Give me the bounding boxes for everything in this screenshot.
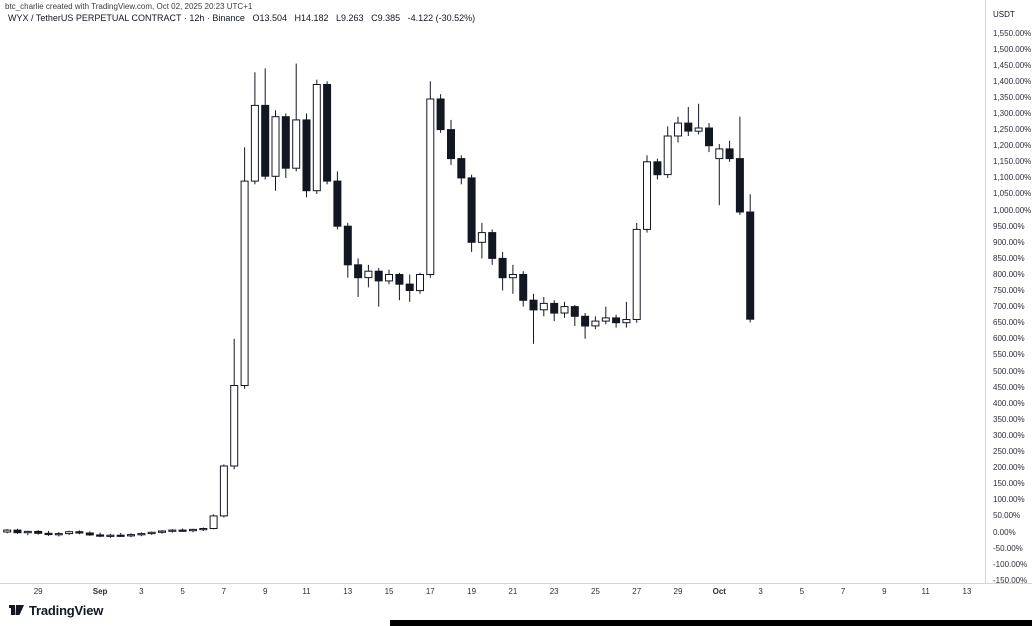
time-tick-label: 7 — [840, 587, 846, 596]
ohlc-low: L9.263 — [336, 13, 364, 23]
price-tick-label: 200.00% — [993, 463, 1025, 473]
attribution-text: btc_charlie created with TradingView.com… — [5, 2, 253, 11]
candles-svg — [3, 63, 755, 538]
time-tick-label: 7 — [221, 587, 227, 596]
time-tick-label: 17 — [425, 587, 435, 596]
price-tick-label: 1,400.00% — [993, 76, 1032, 86]
price-tick-label: 0.00% — [993, 527, 1016, 537]
price-axis-separator-line — [985, 0, 986, 583]
price-tick-label: -100.00% — [993, 559, 1028, 569]
time-tick-label: 5 — [799, 587, 805, 596]
time-tick-label: 13 — [962, 587, 972, 596]
price-tick-label: 1,200.00% — [993, 141, 1032, 151]
price-tick-label: 500.00% — [993, 366, 1025, 376]
time-tick-label: 25 — [590, 587, 600, 596]
time-tick-label: 9 — [262, 587, 268, 596]
chart-pane[interactable] — [0, 0, 985, 583]
price-tick-label: 350.00% — [993, 414, 1025, 424]
tradingview-logo-text: TradingView — [29, 602, 104, 618]
price-tick-label: 300.00% — [993, 430, 1025, 440]
time-tick-label: Oct — [712, 587, 726, 596]
price-tick-label: 900.00% — [993, 237, 1025, 247]
price-axis-currency-label: USDT — [993, 10, 1015, 19]
time-tick-label: 11 — [921, 587, 930, 596]
price-tick-label: 400.00% — [993, 398, 1025, 408]
symbol-title[interactable]: WYX / TetherUS PERPETUAL CONTRACT · 12h … — [8, 13, 245, 23]
price-tick-label: 1,550.00% — [993, 28, 1032, 38]
price-tick-label: 650.00% — [993, 318, 1025, 328]
time-tick-label: 15 — [384, 587, 394, 596]
price-tick-label: 1,000.00% — [993, 205, 1032, 215]
price-tick-label: 600.00% — [993, 334, 1025, 344]
price-tick-label: 250.00% — [993, 447, 1025, 457]
time-tick-label: 29 — [33, 587, 43, 596]
ohlc-open: O13.504 — [252, 13, 287, 23]
time-tick-label: 5 — [180, 587, 185, 596]
time-tick-label: 11 — [302, 587, 311, 596]
price-tick-label: 750.00% — [993, 286, 1025, 296]
price-tick-label: 550.00% — [993, 350, 1025, 360]
time-tick-label: 9 — [882, 587, 887, 596]
price-tick-label: 450.00% — [993, 382, 1025, 392]
bottom-bar — [390, 620, 1032, 626]
price-tick-label: 1,350.00% — [993, 92, 1032, 102]
price-tick-label: 100.00% — [993, 495, 1025, 505]
ohlc-change: -4.122 (-30.52%) — [407, 13, 476, 23]
ohlc-high: H14.182 — [294, 13, 329, 23]
tradingview-logo-icon — [9, 605, 24, 615]
time-tick-label: 29 — [673, 587, 683, 596]
price-tick-label: 1,450.00% — [993, 60, 1032, 70]
price-tick-label: 800.00% — [993, 269, 1025, 279]
price-tick-label: 1,050.00% — [993, 189, 1032, 199]
price-tick-label: 150.00% — [993, 479, 1025, 489]
price-tick-label: 1,250.00% — [993, 125, 1032, 135]
time-tick-label: 3 — [139, 587, 144, 596]
ohlc-close: C9.385 — [371, 13, 401, 23]
price-tick-label: 1,300.00% — [993, 108, 1032, 118]
price-tick-label: 700.00% — [993, 302, 1025, 312]
tradingview-logo[interactable]: TradingView — [8, 602, 103, 618]
price-tick-label: 950.00% — [993, 221, 1025, 231]
price-tick-label: 850.00% — [993, 253, 1025, 263]
time-axis-separator-line — [0, 583, 1032, 584]
time-tick-label: Sep — [92, 587, 108, 596]
time-tick-label: 19 — [467, 587, 477, 596]
price-tick-label: 1,500.00% — [993, 44, 1032, 54]
price-tick-label: 1,100.00% — [993, 173, 1032, 183]
price-tick-label: -50.00% — [993, 543, 1023, 553]
time-tick-label: 27 — [632, 587, 642, 596]
price-tick-label: -150.00% — [993, 575, 1028, 585]
price-axis[interactable]: 1,550.00% 1,500.00% 1,450.00% 1,400.00% 1,35… — [986, 0, 1032, 585]
price-tick-label: 1,150.00% — [993, 157, 1032, 167]
time-tick-label: 3 — [758, 587, 763, 596]
price-tick-label: 50.00% — [993, 511, 1021, 521]
time-tick-label: 13 — [343, 587, 353, 596]
time-tick-label: 23 — [549, 587, 559, 596]
time-tick-label: 21 — [508, 587, 518, 596]
chart-legend: WYX / TetherUS PERPETUAL CONTRACT · 12h … — [8, 13, 480, 23]
time-axis[interactable]: 29 Sep 3 5 7 9 11 13 15 17 19 21 23 25 27 29 Oct 3 5 7 9 11 13 — [0, 583, 1032, 603]
